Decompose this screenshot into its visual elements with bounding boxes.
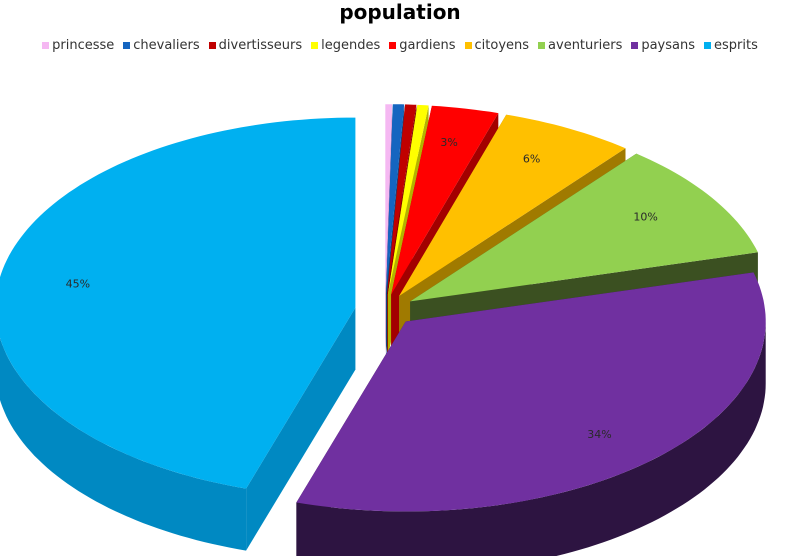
chart-legend: princesse chevaliers divertisseurs legendes… [0, 38, 800, 53]
legend-swatch [42, 42, 50, 49]
legend-swatch [208, 42, 216, 49]
pie-slice-top [296, 272, 766, 512]
legend-swatch [631, 42, 639, 49]
legend-item-aventuriers: aventuriers [538, 38, 622, 53]
legend-label: aventuriers [548, 38, 623, 53]
legend-label: gardiens [399, 38, 456, 53]
legend-label: chevaliers [133, 38, 200, 53]
pie-slice-top [410, 153, 758, 302]
legend-item-chevaliers: chevaliers [123, 38, 200, 53]
data-label-aventuriers: 10% [633, 211, 657, 224]
legend-item-citoyens: citoyens [464, 38, 530, 53]
data-label-paysans: 34% [587, 428, 611, 441]
legend-label: divertisseurs [218, 38, 303, 53]
pie-slice-esprits [0, 117, 356, 551]
chart-title: population [339, 0, 461, 24]
data-label-esprits: 45% [66, 278, 90, 291]
legend-item-gardiens: gardiens [389, 38, 456, 53]
legend-item-paysans: paysans [631, 38, 695, 53]
pie-slice-top [399, 114, 626, 296]
data-label-citoyens: 6% [523, 153, 540, 166]
pie-slice-top [391, 105, 499, 295]
pie-slice-paysans [296, 272, 766, 556]
legend-label: legendes [321, 38, 381, 53]
legend-item-divertisseurs: divertisseurs [208, 38, 303, 53]
legend-swatch [311, 42, 319, 49]
legend-swatch [389, 42, 397, 49]
legend-label: esprits [714, 38, 758, 53]
pie-slice-top [386, 104, 405, 295]
pie-slice-top [387, 104, 417, 295]
pie-slice-side [0, 338, 247, 551]
pie-slice-top [387, 104, 429, 295]
legend-item-legendes: legendes [311, 38, 380, 53]
legend-item-princesse: princesse [42, 38, 114, 53]
pie-slice-top [385, 104, 393, 295]
pie-slice-top [0, 117, 356, 489]
legend-swatch [464, 42, 472, 49]
legend-label: princesse [52, 38, 115, 53]
legend-item-esprits: esprits [704, 38, 758, 53]
legend-swatch [123, 42, 131, 49]
legend-swatch [538, 42, 546, 49]
legend-label: paysans [641, 38, 696, 53]
pie-slice-side [296, 321, 766, 556]
data-label-gardiens: 3% [440, 136, 457, 149]
pie-slice-wall [246, 307, 356, 551]
legend-label: citoyens [474, 38, 530, 53]
legend-swatch [704, 42, 712, 49]
